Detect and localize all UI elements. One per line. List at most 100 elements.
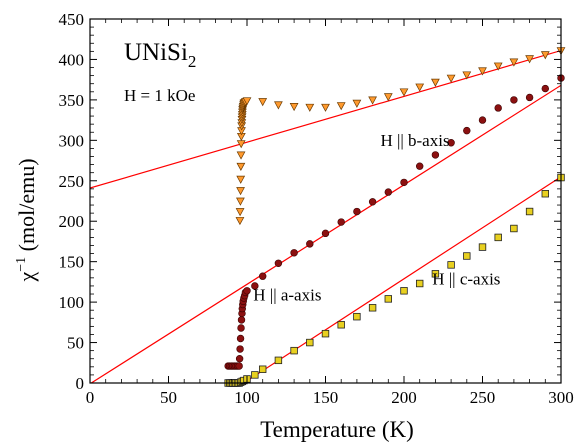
data-point-s3 [251, 371, 259, 379]
data-point-s1 [509, 58, 519, 67]
y-axis-label-superscript: −1 [14, 257, 29, 272]
axis-ticks [89, 18, 562, 384]
data-point-s2 [236, 345, 244, 353]
data-point-s1 [235, 217, 245, 226]
data-point-s2 [236, 334, 245, 343]
data-point-s1 [525, 55, 534, 64]
y-axis-label: χ−1 (mol/emu) [14, 158, 39, 282]
data-point-s3 [494, 233, 502, 242]
x-tick-label: 50 [160, 388, 177, 407]
data-point-s2 [478, 116, 487, 124]
annotations: H || b-axis H || a-axis H || c-axis [253, 131, 500, 304]
tick-labels: 0 50 100 150 200 250 300 0 50 100 150 200 250 300 350 4… [59, 10, 574, 407]
data-point-s2 [235, 362, 243, 370]
data-point-s3 [337, 321, 345, 329]
data-point-s3 [431, 270, 440, 278]
data-point-s2 [321, 229, 330, 238]
data-point-s2 [368, 198, 377, 206]
data-point-s3 [321, 329, 330, 338]
data-point-s2 [243, 287, 251, 295]
fit-line-1 [90, 49, 561, 189]
series-annotation-3: H || c-axis [432, 269, 500, 288]
data-point-s1 [236, 151, 246, 160]
data-point-s1 [258, 98, 268, 107]
data-point-s2 [353, 207, 361, 216]
x-tick-label: 150 [313, 388, 339, 407]
y-tick-label: 200 [59, 212, 85, 231]
data-point-s3 [400, 287, 408, 295]
y-axis-label-units: (mol/emu) [14, 158, 39, 256]
y-tick-label: 50 [67, 334, 84, 353]
data-point-s1 [236, 175, 246, 184]
data-point-s2 [251, 282, 259, 290]
series-annotation-2: H || a-axis [253, 285, 321, 304]
y-tick-label: 0 [76, 374, 85, 393]
y-tick-label: 350 [59, 91, 85, 110]
data-point-s1 [383, 93, 393, 102]
data-point-s1 [415, 83, 425, 92]
data-point-s1 [478, 67, 487, 76]
series-annotation-1: H || b-axis [380, 131, 449, 150]
data-point-s2 [541, 84, 549, 93]
data-point-s2 [416, 162, 424, 170]
data-point-s2 [235, 355, 244, 363]
data-point-s3 [384, 295, 392, 303]
x-tick-label: 0 [86, 388, 95, 407]
data-point-s2 [384, 188, 392, 196]
data-point-s2 [494, 104, 502, 112]
data-point-s2 [510, 96, 518, 104]
x-axis-label: Temperature (K) [260, 417, 414, 442]
data-point-s1 [236, 197, 245, 206]
data-point-s1 [321, 103, 330, 112]
data-point-s1 [235, 208, 245, 217]
data-point-s3 [415, 279, 424, 288]
data-point-s2 [237, 316, 246, 324]
data-points [224, 47, 566, 387]
data-point-s2 [290, 249, 298, 257]
data-point-s2 [525, 93, 534, 102]
data-point-s3 [353, 312, 361, 321]
data-point-s2 [400, 178, 408, 187]
data-point-s3 [525, 207, 534, 216]
data-point-s2 [259, 272, 267, 280]
data-point-s1 [336, 102, 346, 111]
data-point-s1 [368, 96, 377, 105]
y-tick-label: 100 [59, 293, 85, 312]
data-point-s1 [236, 187, 245, 196]
data-point-s1 [236, 162, 246, 171]
y-tick-label: 400 [59, 50, 85, 69]
data-point-s3 [290, 346, 298, 355]
data-point-s3 [274, 356, 283, 365]
data-point-s1 [462, 71, 472, 80]
data-point-s3 [463, 252, 471, 260]
data-point-s3 [368, 304, 377, 312]
plot-frame [89, 18, 562, 384]
data-point-s1 [274, 101, 283, 110]
data-point-s2 [431, 151, 440, 159]
data-point-s2 [237, 324, 245, 332]
data-point-s2 [337, 218, 345, 226]
data-point-s1 [446, 74, 456, 83]
data-point-s3 [541, 190, 549, 198]
x-tick-label: 250 [470, 388, 496, 407]
data-point-s1 [305, 103, 315, 112]
data-point-s1 [431, 78, 440, 87]
data-point-s1 [493, 62, 503, 71]
data-point-s1 [540, 51, 550, 60]
y-tick-label: 250 [59, 172, 85, 191]
x-tick-label: 200 [391, 388, 417, 407]
chart-title-main: UNiSi [124, 39, 188, 66]
data-point-s2 [463, 126, 471, 135]
x-tick-label: 300 [548, 388, 574, 407]
x-tick-label: 100 [234, 388, 260, 407]
field-label: H = 1 kOe [124, 86, 195, 105]
data-point-s2 [447, 139, 455, 147]
y-axis-label-symbol: χ [14, 272, 39, 283]
y-tick-label: 300 [59, 131, 85, 150]
y-tick-label: 450 [59, 10, 85, 29]
data-point-s3 [306, 338, 314, 347]
data-point-s1 [242, 97, 252, 106]
data-point-s2 [306, 240, 314, 248]
data-point-s3 [447, 261, 455, 269]
